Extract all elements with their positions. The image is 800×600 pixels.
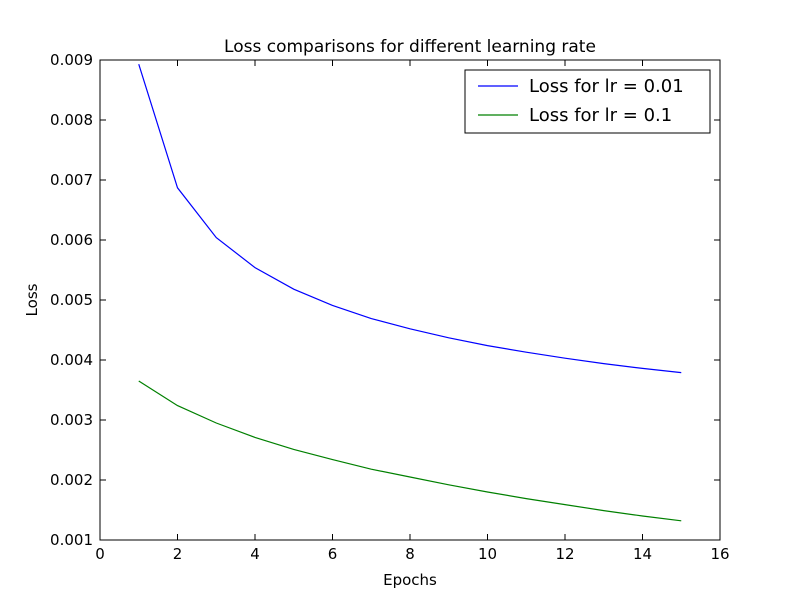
legend: Loss for lr = 0.01 Loss for lr = 0.1 [464, 69, 711, 134]
y-axis-label: Loss [23, 283, 41, 316]
plot-area [99, 59, 721, 541]
legend-label-lr-0-1: Loss for lr = 0.1 [529, 105, 672, 126]
x-tick-label: 12 [555, 545, 574, 563]
x-tick-label: 8 [405, 545, 415, 563]
x-tick-label: 0 [95, 545, 105, 563]
ticks-layer [99, 59, 721, 541]
x-axis-label: Epochs [383, 571, 437, 589]
x-tick-labels: 0 2 4 6 8 10 12 14 16 [95, 545, 729, 563]
y-tick-label: 0.006 [50, 231, 93, 249]
legend-label-lr-0-01: Loss for lr = 0.01 [529, 76, 684, 97]
y-tick-label: 0.001 [50, 531, 93, 549]
y-tick-label: 0.002 [50, 471, 93, 489]
y-tick-label: 0.009 [50, 51, 93, 69]
x-tick-label: 4 [250, 545, 260, 563]
series-line-1 [138, 380, 682, 522]
chart-title: Loss comparisons for different learning … [224, 37, 596, 57]
x-tick-label: 10 [478, 545, 497, 563]
y-tick-label: 0.007 [50, 171, 93, 189]
series-line-0 [138, 64, 682, 374]
x-tick-label: 16 [710, 545, 729, 563]
plot-frame [99, 59, 721, 541]
y-tick-label: 0.004 [50, 351, 93, 369]
series-layer [138, 64, 682, 522]
x-tick-label: 2 [173, 545, 183, 563]
x-tick-label: 14 [633, 545, 652, 563]
x-tick-label: 6 [328, 545, 338, 563]
y-tick-labels: 0.001 0.002 0.003 0.004 0.005 0.006 0.007 0.008… [50, 51, 93, 549]
y-tick-label: 0.008 [50, 111, 93, 129]
y-tick-label: 0.005 [50, 291, 93, 309]
y-tick-label: 0.003 [50, 411, 93, 429]
legend-box [464, 69, 711, 134]
